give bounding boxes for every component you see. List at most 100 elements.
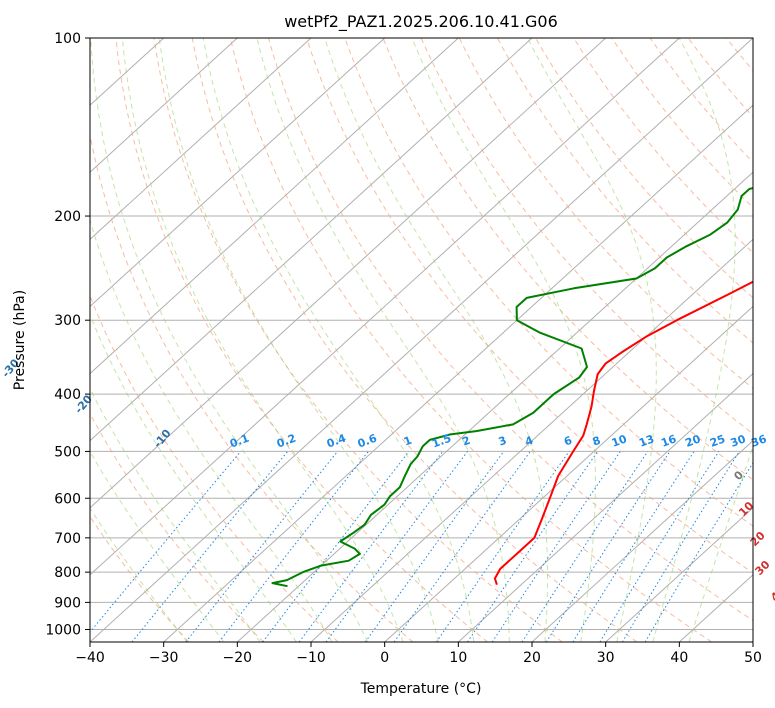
moist-adiabat-0 (121, 38, 404, 642)
mixing-ratio-line-14 (572, 451, 695, 642)
dry-adiabat-130 (573, 38, 753, 254)
mixing-ratio-line-2 (185, 451, 338, 642)
isotherm--60 (90, 38, 607, 509)
mixing-ratio-label: 0.2 (275, 432, 298, 451)
isotherm--100 (90, 38, 312, 241)
mixing-ratio-line-9 (435, 451, 570, 642)
mixing-ratio-label: 13 (637, 432, 656, 449)
dry-adiabat-110 (496, 38, 753, 344)
mixing-ratio-label: 0.6 (356, 432, 379, 451)
isotherm-10 (457, 372, 753, 642)
dry-adiabat-20 (153, 38, 563, 642)
x-tick-label: −40 (75, 650, 105, 666)
dry-adiabat-40 (229, 38, 712, 642)
dewpoint-profile-line (271, 186, 753, 588)
y-tick-label: 500 (54, 444, 81, 460)
mixing-ratio-label: 6 (562, 434, 574, 449)
mixing-ratio-line-11 (491, 451, 621, 642)
mixing-ratio-label: 2 (460, 434, 472, 449)
mixing-ratio-line-7 (364, 451, 505, 642)
dry-adiabat-140 (611, 38, 753, 209)
mixing-ratio-label: 16 (659, 432, 678, 450)
mixing-ratio-label: 1.5 (430, 432, 453, 451)
moist-adiabat--20 (90, 387, 261, 642)
x-tick-label: 40 (670, 650, 688, 666)
y-tick-label: 100 (54, 31, 81, 47)
mixing-ratio-label: 20 (683, 432, 702, 450)
moist-adiabat--25 (90, 450, 225, 642)
x-tick-label: −20 (223, 650, 253, 666)
moist-adiabat--10 (90, 218, 333, 642)
mixing-ratio-label: 0.1 (228, 432, 251, 451)
mixing-ratio-line-12 (521, 451, 649, 642)
x-tick-label: 10 (449, 650, 467, 666)
isotherm-20 (531, 439, 753, 642)
isotherm-30 (605, 507, 753, 642)
plot-frame (89, 37, 754, 643)
dry-adiabat-80 (382, 38, 753, 481)
y-tick-label: 700 (54, 531, 81, 547)
moist-adiabat--5 (90, 38, 369, 642)
dry-adiabat-30 (191, 38, 638, 642)
y-tick-label: 600 (54, 491, 81, 507)
temperature-profile-line (493, 280, 753, 586)
isotherm--50 (90, 38, 680, 576)
mixing-ratio-line-16 (621, 451, 740, 642)
plot-area (90, 38, 753, 642)
moist-adiabat--15 (90, 313, 297, 642)
moist-adiabat-label: 40 (768, 584, 775, 604)
dry-adiabat--30 (90, 515, 190, 642)
x-tick-label: 30 (597, 650, 615, 666)
x-axis-label: Temperature (°C) (360, 681, 482, 697)
mixing-ratio-label: 0.4 (325, 432, 348, 451)
mixing-ratio-label: 1 (402, 434, 414, 449)
y-tick-label: 400 (54, 387, 81, 403)
dry-adiabat--10 (90, 294, 339, 642)
isotherm--30 (163, 104, 753, 642)
mixing-ratio-line-1 (131, 451, 288, 642)
moist-adiabat-35 (652, 38, 736, 642)
mixing-ratio-line-15 (599, 451, 720, 642)
isotherm--110 (90, 38, 238, 173)
moist-adiabat-10 (202, 38, 475, 642)
mixing-ratio-label: 30 (729, 432, 748, 450)
mixing-ratio-label: 8 (591, 434, 603, 449)
y-tick-label: 900 (54, 595, 81, 611)
mixing-ratio-label: 3 (497, 434, 509, 449)
x-tick-label: −30 (149, 650, 179, 666)
moist-adiabat-5 (158, 38, 439, 642)
mixing-ratio-label: 4 (523, 434, 535, 449)
mixing-ratio-label: 10 (610, 432, 629, 450)
mixing-ratio-line-6 (325, 451, 468, 642)
mixing-ratio-line-10 (467, 451, 599, 642)
moist-adiabat-25 (411, 38, 596, 642)
dry-adiabat-50 (268, 38, 753, 622)
isotherm--80 (90, 38, 459, 375)
dry-adiabat-60 (306, 38, 753, 574)
x-tick-label: 20 (523, 650, 541, 666)
x-tick-label: −10 (296, 650, 326, 666)
isotherm-0 (384, 305, 753, 642)
mixing-ratio-line-5 (298, 451, 444, 642)
dry-adiabat-10 (115, 38, 488, 642)
isotherm--20 (236, 171, 753, 642)
mixing-ratio-line-0 (90, 451, 242, 633)
profile-lines (271, 186, 753, 588)
moist-adiabat-40 (688, 444, 753, 642)
mixing-ratio-line-4 (262, 451, 410, 642)
moist-adiabat-20 (324, 38, 549, 642)
x-tick-label: 50 (744, 650, 762, 666)
mixing-ratio-label: 25 (708, 432, 727, 449)
dry-adiabat-120 (535, 38, 753, 299)
mixing-ratio-line-13 (545, 451, 671, 642)
axes-ticks: −40 −30 −20 −10 0 10 20 30 40 5010020030040050060… (45, 31, 762, 666)
x-tick-label: 0 (380, 650, 389, 666)
y-tick-label: 1000 (45, 622, 81, 638)
dry-adiabat--20 (90, 412, 264, 642)
y-tick-label: 800 (54, 565, 81, 581)
mixing-ratio-label: 36 (749, 432, 768, 450)
mixing-ratio-line-8 (393, 451, 531, 642)
isotherm--70 (90, 38, 533, 442)
